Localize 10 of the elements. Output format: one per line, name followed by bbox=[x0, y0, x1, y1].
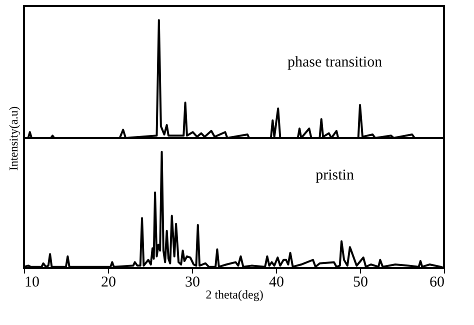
x-axis-title: 2 theta(deg) bbox=[206, 288, 264, 302]
x-tick-label: 10 bbox=[24, 274, 40, 290]
x-tick-label: 30 bbox=[185, 274, 200, 290]
x-tick-label: 50 bbox=[353, 274, 368, 290]
x-tick-label: 60 bbox=[430, 274, 444, 290]
x-tick-label: 20 bbox=[101, 274, 116, 290]
y-axis-title: Intensity(a.u) bbox=[6, 106, 20, 171]
x-tick-label: 40 bbox=[269, 274, 284, 290]
text: pristin bbox=[316, 167, 354, 184]
text: phase transition bbox=[288, 54, 383, 70]
